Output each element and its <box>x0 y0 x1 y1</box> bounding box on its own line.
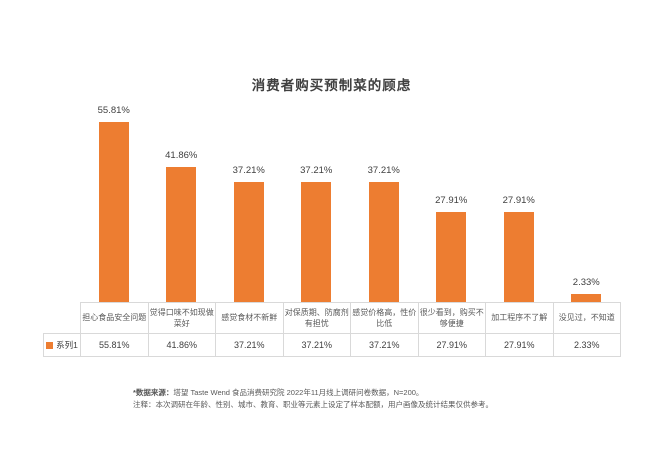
bar <box>301 182 332 302</box>
bar <box>503 212 534 302</box>
source-line: *数据来源：塔望 Taste Wend 食品消费研究院 2022年11月线上调研… <box>133 387 493 399</box>
value-cell: 27.91% <box>417 333 486 357</box>
bar-value-label: 27.91% <box>435 195 468 206</box>
legend-corner-cell <box>44 303 81 334</box>
bar-value-label: 2.33% <box>572 277 600 288</box>
bar-value-label: 37.21% <box>232 165 265 176</box>
category-cell: 担心食品安全问题 <box>80 302 149 334</box>
bar <box>436 212 467 302</box>
value-cell: 55.81% <box>80 333 149 357</box>
category-cell: 加工程序不了解 <box>485 302 554 334</box>
category-row: 担心食品安全问题 觉得口味不如现做菜好 感觉食材不新鲜 对保质期、防腐剂有担忧 感觉价格… <box>44 302 621 334</box>
data-table: 担心食品安全问题 觉得口味不如现做菜好 感觉食材不新鲜 对保质期、防腐剂有担忧 感觉价格… <box>43 302 621 357</box>
bar-value-label: 41.86% <box>165 150 198 161</box>
bar <box>166 167 197 302</box>
bar-column: 27.91% <box>418 0 486 302</box>
plot-area: 55.81% 41.86% 37.21% 37.21% 37.21% 27.91% 27.9… <box>80 0 620 302</box>
bar-column: 37.21% <box>350 0 418 302</box>
bar-column: 41.86% <box>148 0 216 302</box>
value-cell: 37.21% <box>282 333 351 357</box>
series-swatch-icon <box>46 341 54 349</box>
value-cell: 2.33% <box>552 333 621 357</box>
footer-notes: *数据来源：塔望 Taste Wend 食品消费研究院 2022年11月线上调研… <box>133 387 493 410</box>
bar-column: 27.91% <box>485 0 553 302</box>
category-cell: 很少看到，购买不够便捷 <box>417 302 486 334</box>
category-cell: 对保质期、防腐剂有担忧 <box>282 302 351 334</box>
bar-column: 37.21% <box>215 0 283 302</box>
bar <box>98 122 129 302</box>
value-cell: 37.21% <box>215 333 284 357</box>
chart-title: 消费者购买预制菜的顾虑 <box>251 78 412 93</box>
bar-value-label: 27.91% <box>502 195 535 206</box>
value-cell: 41.86% <box>147 333 216 357</box>
bar <box>571 294 602 302</box>
category-cell: 感觉价格高，性价比低 <box>350 302 419 334</box>
value-cell: 37.21% <box>350 333 419 357</box>
category-cell: 觉得口味不如现做菜好 <box>147 302 216 334</box>
legend-cell: 系列1 <box>43 333 81 357</box>
bar-value-label: 37.21% <box>300 165 333 176</box>
bar-column: 2.33% <box>553 0 621 302</box>
value-cell: 27.91% <box>485 333 554 357</box>
category-cell: 感觉食材不新鲜 <box>215 302 284 334</box>
source-label: *数据来源： <box>133 388 174 397</box>
bar <box>368 182 399 302</box>
bar-column: 37.21% <box>283 0 351 302</box>
bar-value-label: 37.21% <box>367 165 400 176</box>
source-text: 塔望 Taste Wend 食品消费研究院 2022年11月线上调研问卷数据，N… <box>173 388 424 397</box>
value-row: 系列1 55.81% 41.86% 37.21% 37.21% 37.21% 27.91%… <box>43 333 621 357</box>
category-cell: 没见过，不知道 <box>552 302 621 334</box>
note-line: 注释：本次调研在年龄、性别、城市、教育、职业等元素上设定了样本配额，用户画像及统… <box>133 399 493 409</box>
bar-column: 55.81% <box>80 0 148 302</box>
bar-value-label: 55.81% <box>97 105 130 116</box>
series-name: 系列1 <box>56 340 78 350</box>
bar <box>233 182 264 302</box>
